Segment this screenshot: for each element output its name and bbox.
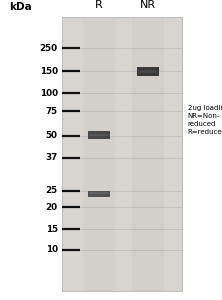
Bar	[89, 192, 108, 194]
Text: 10: 10	[46, 245, 58, 254]
Bar	[138, 70, 157, 73]
Text: NR: NR	[140, 1, 156, 10]
Text: 150: 150	[40, 67, 58, 76]
Bar	[88, 190, 110, 196]
Bar	[89, 134, 108, 136]
Bar	[88, 131, 110, 139]
Bar	[131, 16, 164, 291]
Text: 100: 100	[40, 89, 58, 98]
Bar	[62, 16, 182, 291]
Text: 25: 25	[46, 186, 58, 195]
Text: 2ug loading
NR=Non-
reduced
R=reduced: 2ug loading NR=Non- reduced R=reduced	[188, 105, 222, 135]
Bar	[137, 67, 159, 76]
Text: 75: 75	[46, 107, 58, 116]
Text: kDa: kDa	[9, 2, 32, 13]
Text: R: R	[95, 1, 103, 10]
Text: 15: 15	[46, 225, 58, 234]
Text: 50: 50	[46, 131, 58, 140]
Text: 250: 250	[40, 44, 58, 52]
Text: 20: 20	[46, 203, 58, 212]
Text: 37: 37	[46, 153, 58, 162]
Bar	[83, 16, 115, 291]
